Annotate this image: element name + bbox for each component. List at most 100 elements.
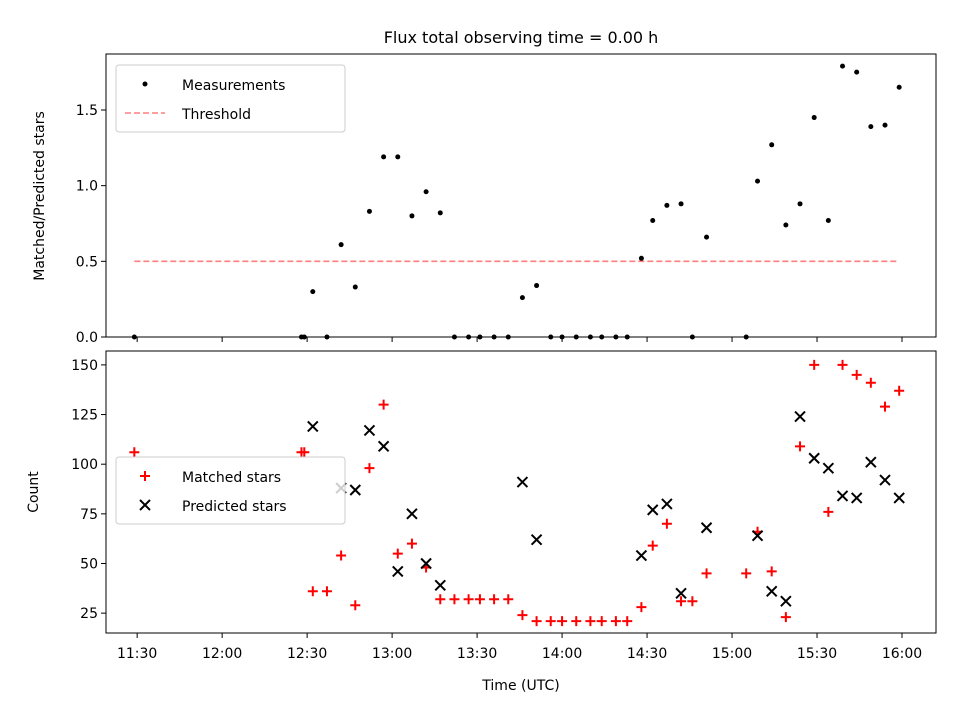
- y-tick-label: 75: [80, 507, 98, 523]
- measurements-point: [896, 84, 902, 90]
- legend-marker-measurements: [142, 81, 148, 87]
- legend-label-threshold: Threshold: [181, 107, 251, 123]
- x-tick-label: 11:30: [117, 646, 157, 662]
- matched-stars-point: [449, 594, 460, 605]
- predicted-stars-point: [377, 440, 390, 453]
- measurements-point: [797, 201, 803, 207]
- predicted-stars-point: [893, 492, 905, 504]
- top-panel: Flux total observing time = 0.00 h 0.00.…: [32, 28, 937, 346]
- predicted-stars-point: [794, 410, 806, 423]
- matched-stars-point: [636, 602, 647, 613]
- matched-stars-point: [795, 441, 806, 452]
- matched-stars-point: [531, 616, 542, 627]
- y-tick-label: 25: [80, 606, 98, 622]
- bottom-plot-area: [129, 359, 905, 627]
- y-tick-label: 1.0: [76, 179, 98, 195]
- matched-stars-point: [647, 540, 658, 551]
- measurements-point: [704, 234, 710, 240]
- x-tick-label: 13:30: [457, 646, 497, 662]
- y-tick-label: 1.5: [76, 103, 98, 119]
- top-plot-area: [131, 63, 902, 340]
- matched-stars-point: [622, 616, 633, 627]
- y-tick-label: 0.0: [76, 330, 98, 346]
- measurements-point: [519, 295, 525, 301]
- bottom-legend: Matched stars Predicted stars: [115, 456, 346, 525]
- matched-stars-point: [129, 447, 140, 458]
- matched-stars-point: [780, 612, 791, 623]
- matched-stars-point: [741, 568, 752, 579]
- measurements-point: [366, 208, 372, 214]
- measurements-point: [310, 289, 316, 295]
- matched-stars-point: [545, 616, 556, 627]
- matched-stars-point: [463, 594, 474, 605]
- top-x-axis: [136, 337, 903, 342]
- measurements-point: [678, 201, 684, 207]
- legend-frame: [115, 456, 346, 525]
- matched-stars-point: [489, 594, 500, 605]
- matched-stars-point: [661, 518, 672, 529]
- matched-stars-point: [336, 550, 347, 561]
- x-tick-label: 13:00: [372, 646, 412, 662]
- matched-stars-point: [406, 538, 417, 549]
- bottom-axes-frame: [105, 350, 937, 634]
- predicted-stars-point: [836, 490, 849, 502]
- measurements-point: [409, 213, 415, 219]
- matched-stars-point: [585, 616, 596, 627]
- predicted-stars-point: [349, 484, 361, 496]
- matched-stars-point: [350, 600, 361, 611]
- predicted-stars-point: [434, 579, 446, 592]
- measurements-point: [338, 242, 344, 248]
- predicted-stars-point: [530, 533, 543, 546]
- y-tick-label: 125: [71, 408, 98, 424]
- legend-label-measurements: Measurements: [182, 78, 285, 94]
- x-tick-label: 15:30: [797, 646, 837, 662]
- matched-stars-point: [880, 401, 891, 412]
- predicted-stars-point: [635, 549, 648, 562]
- matched-stars-point: [321, 586, 332, 597]
- top-legend: Measurements Threshold: [115, 64, 346, 133]
- x-tick-label: 15:00: [712, 646, 752, 662]
- matched-stars-point: [299, 447, 310, 458]
- top-y-axis: 0.0 0.5 1.0 1.5: [76, 103, 106, 346]
- measurements-point: [352, 284, 358, 290]
- predicted-stars-point: [808, 452, 820, 464]
- predicted-stars-point: [865, 456, 877, 468]
- matched-stars-point: [307, 586, 318, 597]
- y-tick-label: 100: [71, 457, 98, 473]
- matched-stars-point: [364, 463, 375, 474]
- matched-stars-point: [687, 596, 698, 607]
- bottom-panel: 25 50 75 100 125 150 11:30 12:00 12:30 13:00 13:3…: [26, 350, 937, 694]
- x-tick-label: 12:00: [202, 646, 242, 662]
- y-tick-label: 0.5: [76, 254, 98, 270]
- predicted-stars-point: [850, 492, 863, 504]
- x-axis-label: Time (UTC): [481, 678, 559, 694]
- bottom-x-axis: 11:30 12:00 12:30 13:00 13:30 14:00 14:30 15:00…: [117, 633, 922, 662]
- predicted-stars-point: [406, 508, 418, 520]
- measurements-point: [769, 142, 775, 148]
- matched-stars-point: [571, 616, 582, 627]
- bottom-y-axis: 25 50 75 100 125 150: [71, 358, 106, 622]
- x-tick-label: 14:30: [627, 646, 667, 662]
- matched-stars-point: [701, 568, 712, 579]
- measurements-point: [868, 124, 874, 130]
- predicted-stars-point: [392, 565, 404, 578]
- top-y-axis-label: Matched/Predicted stars: [32, 111, 48, 281]
- matched-stars-point: [610, 616, 621, 627]
- predicted-stars-point: [307, 420, 319, 433]
- y-tick-label: 150: [71, 358, 98, 374]
- predicted-stars-point: [765, 585, 778, 598]
- matched-stars-point: [557, 616, 568, 627]
- predicted-stars-point: [516, 476, 529, 488]
- matched-stars-point: [809, 359, 820, 370]
- chart-title: Flux total observing time = 0.00 h: [384, 28, 659, 47]
- predicted-stars-point: [822, 462, 835, 474]
- legend-frame: [115, 64, 346, 133]
- matched-stars-point: [837, 359, 848, 370]
- measurements-point: [854, 69, 860, 75]
- measurements-point: [664, 202, 670, 208]
- predicted-stars-point: [879, 474, 891, 486]
- predicted-stars-point: [780, 595, 792, 607]
- legend-label-predicted: Predicted stars: [182, 499, 287, 515]
- measurements-point: [437, 210, 443, 216]
